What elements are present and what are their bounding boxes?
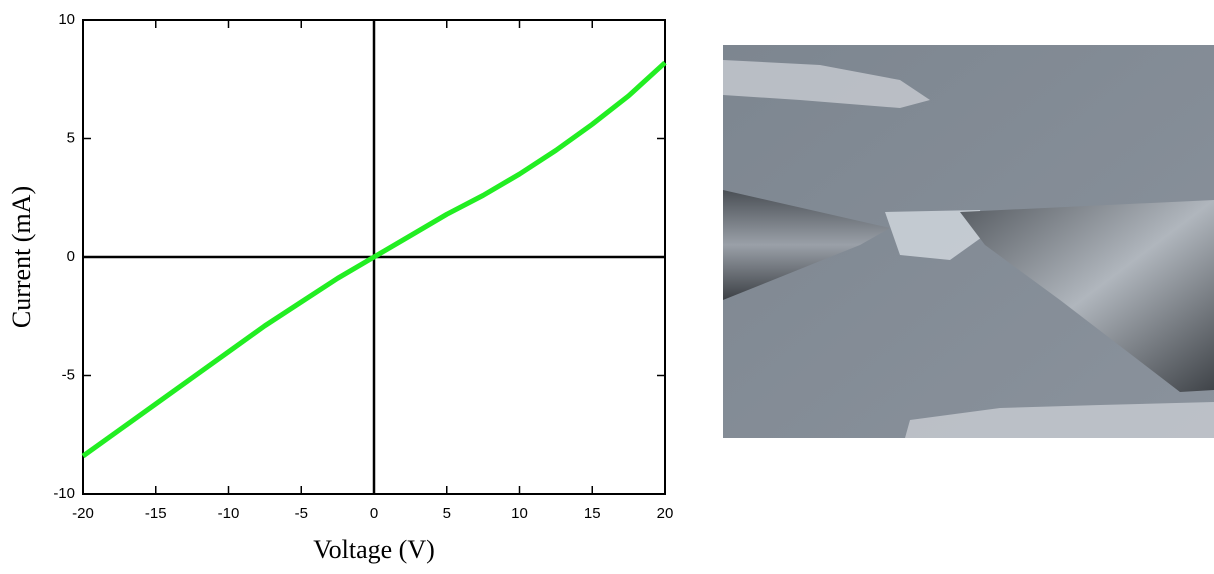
x-tick-label: 20 (657, 505, 674, 522)
y-tick-label: -5 (62, 366, 75, 383)
y-tick-label: 0 (67, 248, 75, 265)
electrode-top (723, 60, 930, 108)
data-line (81, 60, 667, 459)
x-tick-label: 0 (370, 505, 378, 522)
x-tick-label: 5 (443, 505, 451, 522)
x-tick-label: -15 (145, 505, 167, 522)
x-tick-label: -20 (72, 505, 94, 522)
y-tick-label: 5 (67, 129, 75, 146)
electrode-bottom (905, 402, 1214, 438)
y-axis-label: Current (mA) (7, 186, 36, 328)
probe-left (723, 190, 890, 300)
sample (885, 210, 985, 260)
x-tick-label: -10 (218, 505, 240, 522)
x-tick-label: 15 (584, 505, 601, 522)
x-tick-label: -5 (295, 505, 308, 522)
y-tick-label: 10 (58, 11, 75, 28)
x-tick-label: 10 (511, 505, 528, 522)
x-axis-label: Voltage (V) (313, 535, 435, 564)
photo (723, 45, 1214, 438)
y-tick-label: -10 (53, 485, 75, 502)
probe-right (960, 200, 1214, 392)
